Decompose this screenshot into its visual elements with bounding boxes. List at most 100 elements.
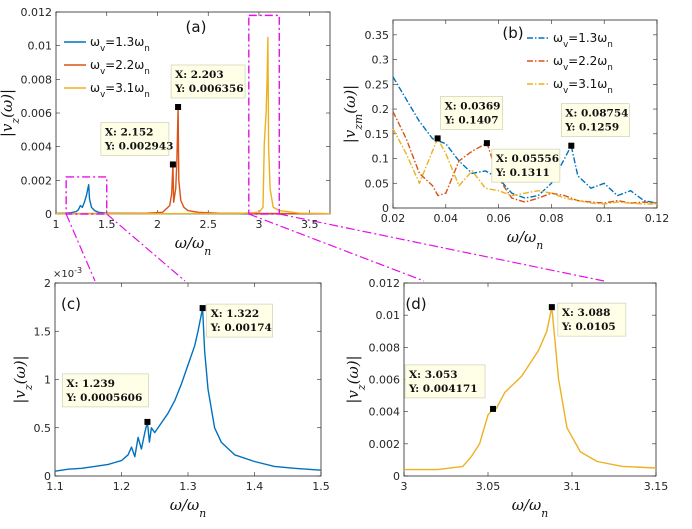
panel-label: (d) <box>405 295 426 313</box>
zoom-connector-4 <box>279 213 605 282</box>
y-tick-label: 0 <box>45 208 52 221</box>
x-tick-label: 2.5 <box>199 218 217 231</box>
x-tick-label: 1 <box>53 218 60 231</box>
series-line-1 <box>392 76 658 204</box>
datatip-text: X: 1.322 <box>211 308 260 320</box>
x-tick-label: 0.12 <box>645 212 670 225</box>
series-line-1 <box>54 307 322 472</box>
y-tick-label: 0.002 <box>369 438 401 451</box>
y-axis-label: |vzm(ω)| <box>341 85 365 143</box>
y-tick-label: 0.05 <box>365 177 390 190</box>
datatip-marker <box>568 142 575 149</box>
datatip-marker <box>483 140 490 147</box>
datatip-marker <box>490 405 497 412</box>
datatip-box <box>404 364 486 399</box>
legend-label-3: ωv=3.1ωn <box>553 77 613 96</box>
plot-frame <box>392 19 658 209</box>
x-tick-label: 0.02 <box>381 212 406 225</box>
x-tick-label: 1.2 <box>113 480 131 493</box>
zoom-connector-2 <box>106 213 186 282</box>
legend-label-2: ωv=2.2ωn <box>553 54 613 73</box>
legend-label-1: ωv=1.3ωn <box>90 35 150 54</box>
y-tick-label: 1 <box>44 374 51 387</box>
y-tick-label: 0.5 <box>34 422 52 435</box>
panel-label: (b) <box>502 24 523 42</box>
y-tick-label: 0.012 <box>21 6 53 19</box>
datatip-box <box>440 96 503 130</box>
x-tick-label: 3 <box>255 218 262 231</box>
x-axis-label: ω/ωn <box>170 496 207 520</box>
panel-label: (c) <box>61 295 81 313</box>
y-tick-label: 0.01 <box>376 309 401 322</box>
datatip-text: Y: 0.002943 <box>104 140 174 152</box>
y-tick-label: 0.3 <box>372 54 390 67</box>
legend-label-3: ωv=3.1ωn <box>90 81 150 100</box>
panel-d: 3 3.05 3.1 3.15 0 0.002 0.004 0.006 0.008 0.01 0.0… <box>344 277 668 520</box>
legend-label-2: ωv=2.2ωn <box>90 58 150 77</box>
datatip-text: Y: 0.006356 <box>174 83 244 95</box>
x-tick-label: 0.04 <box>434 212 459 225</box>
legend-label-1: ωv=1.3ωn <box>553 31 613 50</box>
datatip-marker <box>144 418 151 425</box>
y-axis-label: |vz(ω)| <box>11 355 35 403</box>
datatip-text: Y: 0.0005606 <box>65 392 142 404</box>
y-tick-label: 2 <box>44 277 51 290</box>
datatip-box <box>206 303 273 338</box>
x-tick-label: 1.5 <box>312 480 330 493</box>
datatip-text: X: 3.088 <box>562 307 611 319</box>
series-line-1 <box>404 306 657 471</box>
y-tick-label: 0.006 <box>369 374 401 387</box>
datatip-text: X: 2.203 <box>175 69 224 81</box>
y-tick-label: 0.002 <box>21 174 53 187</box>
datatip-marker <box>199 305 206 312</box>
panel-label: (a) <box>186 18 207 36</box>
y-tick-label: 1.5 <box>34 325 52 338</box>
series-line-3 <box>392 128 657 205</box>
datatip-text: X: 0.05556 <box>496 153 559 165</box>
datatip-text: X: 1.239 <box>66 378 115 390</box>
x-tick-label: 0.06 <box>486 212 511 225</box>
x-tick-label: 3 <box>401 480 408 493</box>
x-axis-label: ω/ωn <box>512 496 549 520</box>
y-tick-label: 0.01 <box>28 40 53 53</box>
y-tick-label: 0.25 <box>365 78 390 91</box>
x-tick-label: 0.1 <box>595 212 613 225</box>
x-tick-label: 2 <box>154 218 161 231</box>
datatip-text: Y: 0.0105 <box>561 321 616 333</box>
x-tick-label: 0.08 <box>539 212 564 225</box>
datatip-marker <box>169 161 176 168</box>
datatip-box <box>491 148 561 183</box>
x-tick-label: 3.15 <box>644 480 669 493</box>
y-tick-label: 0.35 <box>365 29 390 42</box>
zoom-connector-3 <box>248 213 425 282</box>
y-tick-label: 0.008 <box>21 73 53 86</box>
x-tick-label: 1.1 <box>46 480 64 493</box>
datatip-marker <box>175 104 182 111</box>
y-tick-label: 0 <box>44 470 51 483</box>
x-tick-label: 3.05 <box>476 480 501 493</box>
series-line-2 <box>392 111 658 204</box>
datatip-text: X: 3.053 <box>409 369 458 381</box>
zoom-connector-1 <box>65 213 96 282</box>
datatip-marker <box>434 135 441 142</box>
y-tick-label: 0.004 <box>369 406 401 419</box>
zoom-box-2 <box>248 14 280 215</box>
y-tick-label: 0.012 <box>369 277 401 290</box>
x-tick-label: 3.1 <box>563 480 581 493</box>
zoom-connectors <box>65 213 605 282</box>
zoom-box-1 <box>65 176 108 215</box>
series-line-3 <box>56 36 331 215</box>
datatip-text: Y: 0.1259 <box>564 122 619 134</box>
datatip-box <box>561 103 630 138</box>
panel-b: 0.02 0.04 0.06 0.08 0.1 0.12 0 0.05 0.1 0.15 0.2 0.… <box>341 19 670 252</box>
datatip-box <box>557 302 627 337</box>
x-axis-label: ω/ωn <box>507 228 544 252</box>
datatip-box <box>170 64 246 99</box>
datatip-text: X: 0.0369 <box>445 100 501 112</box>
x-axis-label: ω/ωn <box>175 234 212 258</box>
y-tick-label: 0.2 <box>372 103 390 116</box>
y-tick-label: 0 <box>393 470 400 483</box>
panel-c: 1.1 1.2 1.3 1.4 1.5 0 0.5 1 1.5 2×10-3 X: 1.239 Y: … <box>11 266 330 520</box>
y-tick-label: 0.004 <box>21 141 53 154</box>
